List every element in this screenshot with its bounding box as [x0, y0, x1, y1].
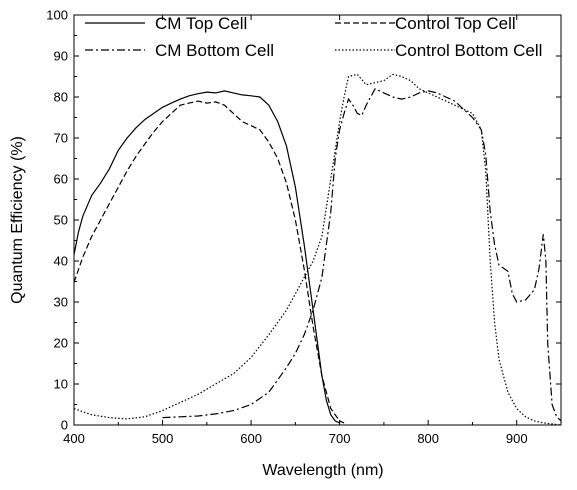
y-tick-label: 60	[54, 172, 68, 187]
y-tick-label: 20	[54, 336, 68, 351]
x-tick-label: 400	[63, 431, 85, 446]
legend-label: Control Bottom Cell	[395, 41, 542, 60]
y-tick-label: 30	[54, 295, 68, 310]
series-line-1	[73, 90, 340, 424]
x-tick-label: 600	[240, 431, 262, 446]
y-tick-label: 40	[54, 254, 68, 269]
legend-label: CM Top Cell	[155, 14, 247, 33]
series-line-3	[162, 88, 562, 422]
legend-label: Control Top Cell	[395, 14, 516, 33]
x-tick-label: 900	[506, 431, 528, 446]
y-tick-label: 0	[61, 418, 68, 433]
legend-label: CM Bottom Cell	[155, 41, 274, 60]
x-tick-label: 800	[417, 431, 439, 446]
y-tick-label: 100	[46, 8, 68, 23]
x-tick-label: 700	[329, 431, 351, 446]
y-tick-label: 70	[54, 131, 68, 146]
y-tick-label: 80	[54, 90, 68, 105]
y-tick-label: 90	[54, 49, 68, 64]
x-axis-label: Wavelength (nm)	[262, 462, 383, 479]
series-line-4	[73, 73, 562, 426]
x-tick-label: 500	[152, 431, 174, 446]
series-line-2	[73, 100, 345, 424]
y-tick-label: 10	[54, 377, 68, 392]
plot-frame	[73, 14, 562, 426]
y-axis-label: Quantum Efficiency (%)	[9, 136, 26, 304]
y-tick-label: 50	[54, 213, 68, 228]
